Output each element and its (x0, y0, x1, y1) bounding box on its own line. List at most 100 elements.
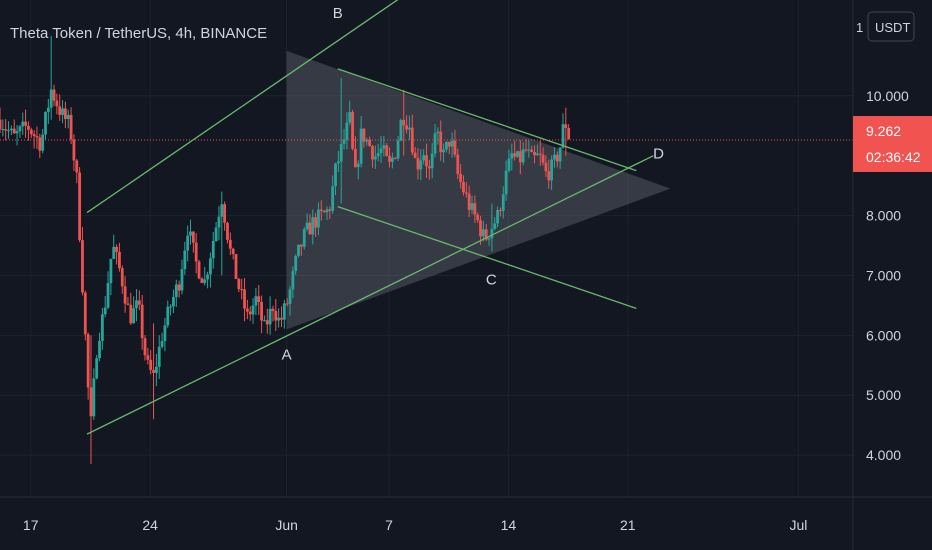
annotation-layer: A B C D (282, 5, 664, 363)
candle-body-177 (501, 194, 505, 211)
candle-body-4 (9, 128, 13, 131)
candle-body-125 (354, 148, 357, 168)
candle-body-112 (317, 209, 320, 228)
candle-body-162 (459, 173, 463, 182)
candle-body-100 (282, 303, 286, 320)
candle-body-121 (342, 139, 346, 144)
candle-body-36 (100, 314, 104, 341)
candle-body-158 (447, 141, 451, 147)
candle-body-165 (467, 193, 471, 210)
candle-body-178 (504, 170, 508, 195)
candle-body-59 (166, 306, 170, 326)
candle-body-98 (277, 317, 281, 321)
candle-body-21 (58, 106, 62, 115)
candle-body-18 (49, 89, 53, 108)
candle-body-166 (470, 203, 474, 210)
candle-body-192 (544, 162, 548, 172)
candle-body-65 (183, 250, 187, 270)
candle-body-104 (294, 255, 298, 271)
candle-layer (0, 35, 571, 465)
candle-body-85 (240, 289, 244, 291)
candle-body-20 (55, 100, 59, 107)
candle-body-83 (234, 254, 238, 280)
candle-body-182 (516, 151, 519, 157)
candle-body-53 (149, 359, 153, 370)
candle-body-144 (408, 127, 411, 130)
candle-body-159 (450, 140, 454, 147)
y-tick-label-1: 8.000 (866, 208, 901, 224)
candle-body-126 (356, 163, 360, 168)
candle-body-168 (476, 214, 480, 221)
candle-body-14 (38, 137, 42, 151)
triangle-top-line (337, 68, 637, 172)
candle-body-183 (518, 151, 522, 163)
candle-body-30 (83, 292, 87, 335)
y-tick-label-3: 6.000 (866, 327, 901, 343)
price-axis[interactable]: 10.000 8.000 7.000 6.000 5.000 4.000 (866, 88, 909, 463)
candle-body-161 (456, 154, 460, 174)
candle-body-110 (311, 217, 315, 235)
candle-body-88 (248, 311, 252, 315)
candle-body-169 (479, 220, 482, 237)
candle-body-58 (163, 325, 167, 342)
candle-body-123 (348, 111, 352, 123)
candle-body-148 (419, 160, 423, 170)
candle-body-187 (530, 149, 534, 153)
candle-body-184 (521, 149, 525, 163)
candle-body-113 (319, 209, 323, 212)
candle-body-170 (481, 229, 485, 237)
candle-body-54 (152, 369, 155, 373)
candle-body-71 (200, 278, 204, 283)
candle-body-129 (365, 139, 369, 142)
x-tick-label-0: 17 (23, 517, 39, 533)
candle-body-5 (12, 128, 16, 134)
candle-body-70 (197, 261, 201, 279)
candle-body-138 (390, 157, 394, 162)
currency-selector[interactable]: 1 USDT (856, 11, 915, 42)
candle-body-150 (425, 155, 428, 167)
candle-body-196 (555, 154, 559, 162)
currency-selector-box[interactable] (867, 11, 915, 42)
point-label-b: B (333, 5, 343, 22)
candle-body-66 (186, 235, 190, 251)
candle-body-137 (388, 155, 391, 162)
line-layer (86, 0, 654, 435)
candle-body-154 (436, 131, 440, 134)
candle-body-24 (66, 114, 70, 120)
candle-body-80 (226, 222, 229, 240)
candle-body-131 (371, 146, 374, 160)
candle-body-42 (118, 251, 121, 269)
candle-body-164 (464, 192, 468, 194)
candle-body-147 (416, 157, 420, 170)
candle-body-95 (268, 308, 272, 325)
candle-body-156 (442, 149, 445, 153)
candle-body-128 (362, 128, 366, 142)
candle-body-172 (487, 238, 491, 240)
candle-body-56 (157, 346, 161, 367)
y-tick-label-2: 7.000 (866, 267, 901, 283)
candle-body-199 (564, 124, 568, 128)
candle-body-197 (558, 147, 562, 162)
candle-body-78 (220, 204, 224, 217)
chart-title: Theta Token / TetherUS, 4h, BINANCE (10, 25, 267, 42)
candle-body-43 (120, 268, 124, 287)
candle-body-19 (52, 89, 56, 101)
candle-body-127 (359, 128, 363, 164)
candle-body-44 (123, 286, 127, 304)
candle-body-189 (535, 153, 539, 156)
grid-layer (0, 0, 853, 497)
candle-body-26 (72, 139, 76, 161)
candle-body-94 (265, 320, 269, 325)
candle-body-15 (41, 134, 45, 151)
candle-body-61 (172, 296, 175, 307)
candle-body-190 (538, 153, 542, 155)
candle-body-87 (245, 308, 249, 312)
candle-body-35 (98, 340, 101, 359)
candle-body-146 (413, 152, 417, 158)
candle-body-97 (274, 310, 278, 321)
candle-body-8 (21, 121, 25, 127)
candle-body-67 (189, 231, 192, 236)
time-axis[interactable]: 17 24 Jun 7 14 21 Jul (23, 517, 807, 533)
